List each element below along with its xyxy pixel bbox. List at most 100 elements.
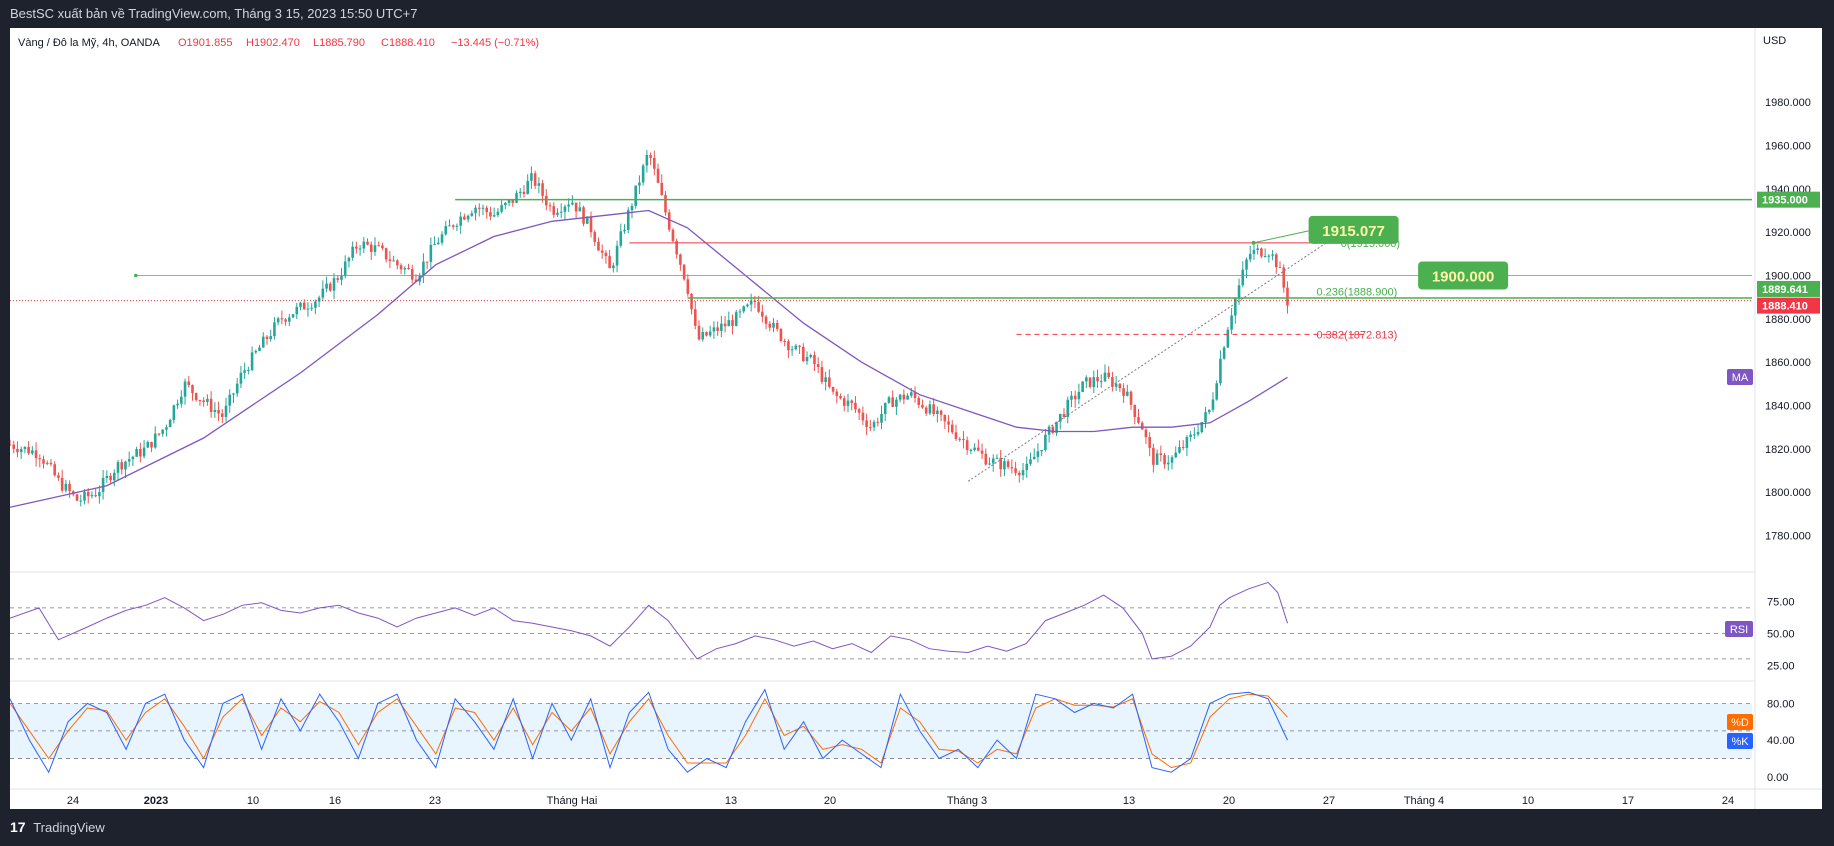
candle-body [273,322,276,337]
candle-body [928,404,932,414]
candle-body [545,195,548,206]
candle-body [235,383,239,394]
candle-body [768,323,772,328]
candle-body [693,309,697,326]
candle-body [515,193,518,203]
candle-body [310,307,313,309]
candle-body [124,461,127,470]
time-tick-label: 27 [1323,795,1335,807]
tag-last-price-bg [1757,297,1820,314]
candle-body [1207,409,1211,413]
candle-body [68,483,71,492]
candle-body [958,438,962,440]
candle-body [939,410,943,415]
candle-body [314,301,317,308]
candle-body [183,381,187,397]
time-tick-label: Tháng Hai [547,795,598,807]
candle-body [276,318,280,323]
candle-body [950,424,954,433]
candle-body [1278,267,1282,269]
ma-tag: MA [1732,372,1749,384]
candle-body [1155,453,1159,465]
time-tick-label: 10 [247,795,259,807]
candle-body [1230,315,1233,330]
candle-body [1122,388,1125,396]
price-tick-label: 1960.000 [1765,141,1811,153]
candle-body [772,322,775,328]
chart-canvas[interactable]: 1780.000 1800.000 1820.000 1840.000 1860.000… [8,28,1822,809]
candle-body [511,199,515,203]
candle-body [470,213,474,216]
candle-body [142,447,146,457]
time-tick-label: 17 [1622,795,1634,807]
candle-body [1181,447,1185,449]
close-value: C1888.410 [381,37,435,49]
candle-body [340,275,343,280]
candle-body [537,183,541,186]
candle-body [291,314,295,318]
stoch-d-tag: %D [1731,717,1749,729]
candle-body [42,459,45,464]
candle-body [1126,391,1129,396]
candle-body [522,191,526,194]
time-tick-label: Tháng 3 [947,795,987,807]
candle-body [850,400,854,403]
candle-body [1152,447,1155,465]
candle-body [120,462,124,470]
candle-body [1137,417,1140,423]
candle-body [299,302,302,307]
candle-body [552,206,556,215]
candle-body [112,472,116,481]
candle-body [388,259,392,261]
candle-body [1055,421,1058,433]
rsi-panel[interactable] [9,581,1752,660]
candle-body [749,300,753,305]
time-tick-label: 16 [329,795,341,807]
callout-1915-box [1308,215,1399,244]
candle-body [213,410,217,413]
candle-body [790,349,794,351]
candle-body [220,413,224,417]
stoch-d-line [9,693,1288,769]
candle-body [988,463,991,465]
candle-body [1234,298,1237,316]
candle-body [328,283,332,291]
candle-body [1103,372,1107,382]
candle-body [846,400,850,406]
candle-body [202,400,205,403]
candle-body [27,446,30,454]
candle-body [1185,436,1189,448]
candle-body [667,212,671,230]
candle-body [369,244,373,252]
candle-body [1029,459,1032,464]
chart-frame[interactable]: 1780.000 1800.000 1820.000 1840.000 1860.000… [8,28,1822,809]
candle-body [109,475,112,481]
candle-body [556,212,559,215]
tradingview-logo-icon[interactable]: 17 [10,819,26,835]
candle-body [738,311,742,313]
candle-body [172,405,176,421]
candle-body [600,250,604,253]
price-panel[interactable] [8,150,1289,508]
candle-body [459,216,462,226]
candle-body [90,495,94,497]
candle-body [727,320,731,327]
stoch-panel[interactable] [9,688,1752,774]
candle-body [463,216,466,220]
candle-body [675,240,678,255]
candle-body [451,225,455,227]
candle-body [1133,404,1137,418]
candle-body [198,400,202,402]
candle-body [1189,434,1192,437]
candle-body [396,260,399,266]
candle-body [1077,391,1081,400]
candle-body [1070,395,1073,400]
candle-body [139,448,142,457]
candle-body [440,234,444,243]
candle-body [1286,287,1289,306]
rsi-tick-label: 25.00 [1767,660,1795,672]
publisher-text: BestSC xuất bản về TradingView.com, Thán… [10,6,418,21]
candle-body [734,312,738,326]
candle-body [1058,413,1062,422]
candle-body [1025,463,1029,471]
